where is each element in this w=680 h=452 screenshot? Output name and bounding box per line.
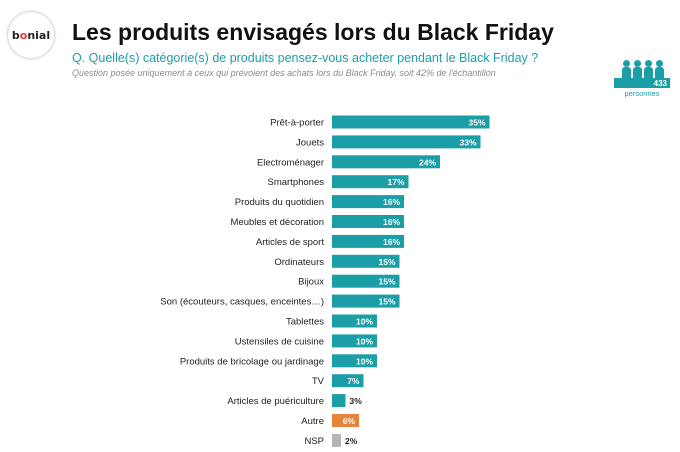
category-label: Ordinateurs xyxy=(274,257,324,268)
sample-count: 433 xyxy=(653,79,667,88)
people-icon xyxy=(633,60,642,78)
bar xyxy=(332,234,404,248)
sample-note: Question posée uniquement à ceux qui pré… xyxy=(72,68,496,78)
bar xyxy=(332,414,359,427)
question-subtitle: Q. Quelle(s) catégorie(s) de produits pe… xyxy=(72,51,539,65)
bar xyxy=(332,274,400,288)
category-label: Electroménager xyxy=(257,157,324,168)
category-label: Autre xyxy=(301,416,324,427)
bar xyxy=(332,374,364,388)
value-label: 2% xyxy=(345,436,358,446)
category-label: Produits de bricolage ou jardinage xyxy=(180,356,324,367)
bar xyxy=(332,195,404,209)
people-icon xyxy=(622,60,631,78)
category-label: Prêt-à-porter xyxy=(270,118,324,129)
bar xyxy=(332,314,377,328)
bar xyxy=(332,334,377,348)
value-label: 33% xyxy=(459,137,476,147)
bonial-logo-text: bonial xyxy=(11,28,51,42)
value-label: 35% xyxy=(468,118,485,128)
category-label: TV xyxy=(312,376,325,387)
value-label: 3% xyxy=(350,396,363,406)
bar xyxy=(332,394,346,408)
category-label: Bijoux xyxy=(298,277,324,288)
bar xyxy=(332,135,481,149)
bonial-logo: bonial xyxy=(8,12,54,58)
value-label: 10% xyxy=(356,317,373,327)
category-label: Articles de sport xyxy=(256,237,324,248)
category-label: NSP xyxy=(304,436,324,447)
people-icon xyxy=(644,60,653,78)
category-label: Jouets xyxy=(296,137,324,148)
value-label: 15% xyxy=(378,257,395,267)
category-label: Produits du quotidien xyxy=(235,197,324,208)
value-label: 10% xyxy=(356,336,373,346)
value-label: 15% xyxy=(378,297,395,307)
value-label: 7% xyxy=(347,376,360,386)
bar xyxy=(332,294,400,308)
category-label: Smartphones xyxy=(267,177,324,188)
sample-label: personnes xyxy=(624,89,660,98)
bar xyxy=(332,215,404,228)
bar xyxy=(332,155,440,169)
category-label: Articles de puériculture xyxy=(227,396,324,407)
category-label: Meubles et décoration xyxy=(231,217,324,228)
bar xyxy=(332,354,377,368)
bar xyxy=(332,115,490,129)
value-label: 17% xyxy=(387,177,404,187)
value-label: 10% xyxy=(356,356,373,366)
bar xyxy=(332,175,409,189)
value-label: 6% xyxy=(343,416,356,426)
sample-bar xyxy=(614,78,670,88)
value-label: 24% xyxy=(419,157,436,167)
page-title: Les produits envisagés lors du Black Fri… xyxy=(72,19,554,45)
bar xyxy=(332,254,400,268)
value-label: 16% xyxy=(383,197,400,207)
people-icon xyxy=(655,60,664,78)
category-label: Tablettes xyxy=(286,317,324,328)
category-label: Son (écouteurs, casques, enceintes…) xyxy=(160,297,324,308)
value-label: 16% xyxy=(383,237,400,247)
sample-size-badge: 433 personnes xyxy=(614,58,670,100)
value-label: 16% xyxy=(383,217,400,227)
value-label: 15% xyxy=(378,277,395,287)
bar xyxy=(332,433,341,447)
category-label: Ustensiles de cuisine xyxy=(235,336,324,347)
